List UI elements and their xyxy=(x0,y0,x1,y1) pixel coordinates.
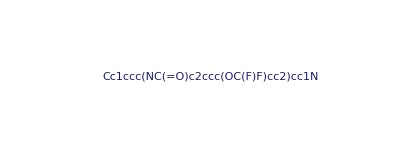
Text: Cc1ccc(NC(=O)c2ccc(OC(F)F)cc2)cc1N: Cc1ccc(NC(=O)c2ccc(OC(F)F)cc2)cc1N xyxy=(102,72,317,82)
